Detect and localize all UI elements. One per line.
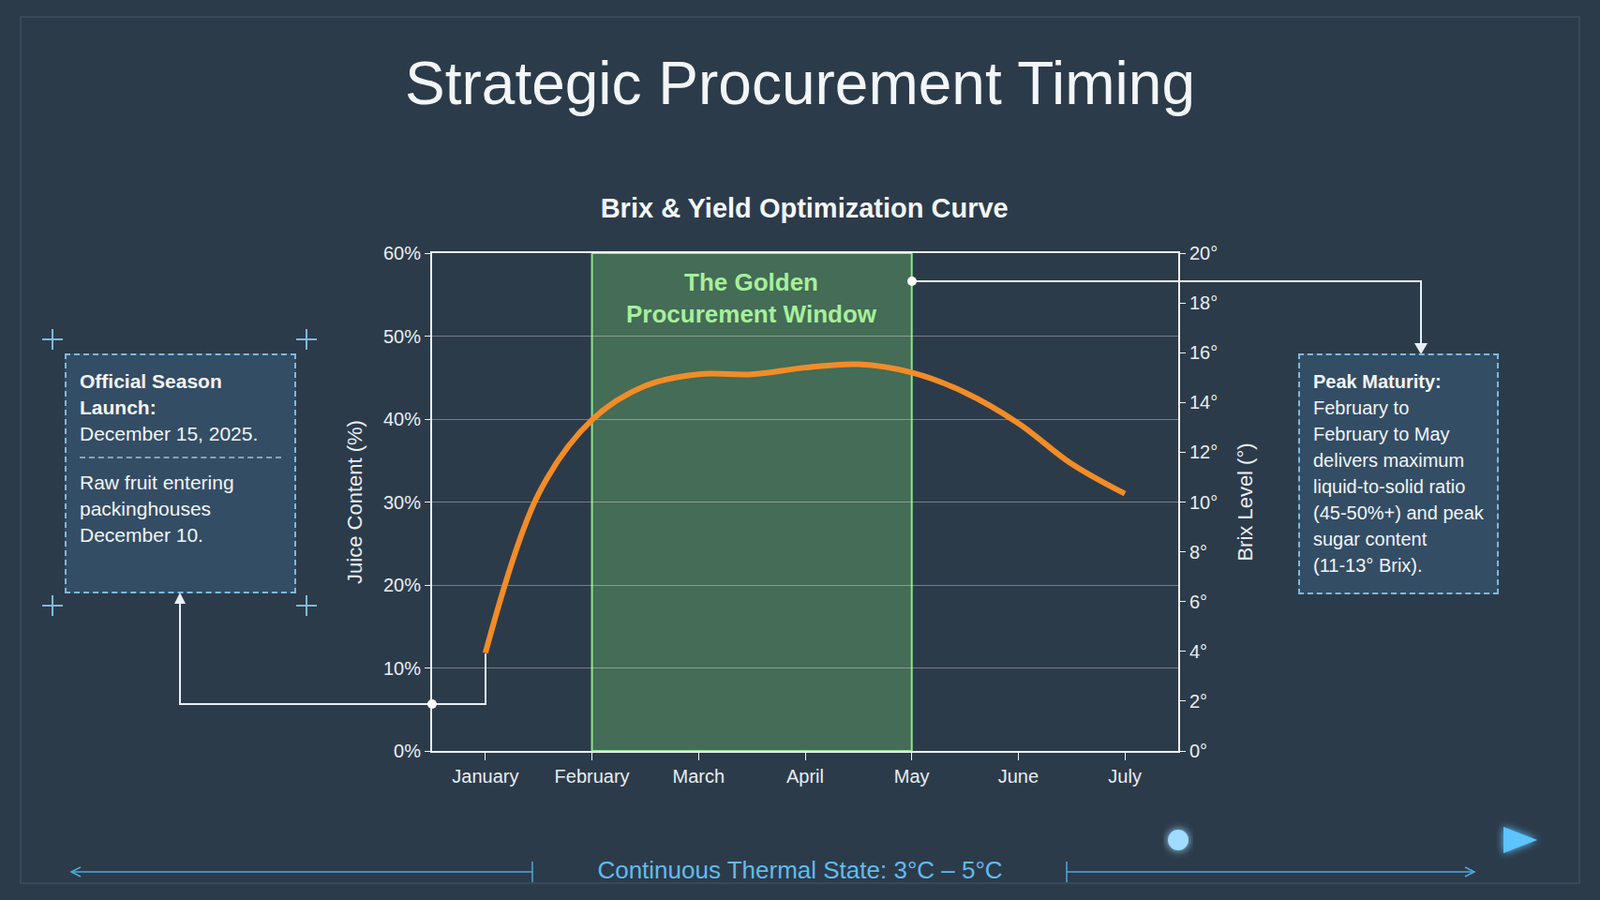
svg-text:20%: 20% xyxy=(383,574,421,596)
svg-text:40%: 40% xyxy=(383,408,421,430)
svg-text:July: July xyxy=(1107,765,1142,787)
svg-text:April: April xyxy=(786,765,824,787)
svg-text:Juice Content (%): Juice Content (%) xyxy=(343,419,367,584)
html-text:delivers maximum: delivers maximum xyxy=(1313,449,1465,471)
html-text:February to May: February to May xyxy=(1313,423,1450,445)
svg-text:60%: 60% xyxy=(383,242,421,264)
svg-text:2°: 2° xyxy=(1189,690,1208,712)
html-text:Official Season Launch:: Official Season Launch: xyxy=(79,370,222,419)
html-text:Continuous Thermal State: 3°C: Continuous Thermal State: 3°C – 5°C xyxy=(597,855,1003,884)
svg-text:20°: 20° xyxy=(1189,242,1218,264)
svg-text:0%: 0% xyxy=(393,740,421,762)
html-text:(45-50%+) and peak: (45-50%+) and peak xyxy=(1313,502,1484,524)
svg-text:12°: 12° xyxy=(1189,441,1218,463)
svg-text:8°: 8° xyxy=(1189,541,1208,563)
html-text:December 10.: December 10. xyxy=(79,523,204,546)
svg-text:January: January xyxy=(451,765,519,787)
svg-text:10%: 10% xyxy=(383,657,421,679)
html-text:Peak Maturity:: Peak Maturity: xyxy=(1313,371,1442,392)
svg-text:0°: 0° xyxy=(1189,740,1208,762)
svg-text:The GoldenProcurement Window: The GoldenProcurement Window xyxy=(626,268,878,329)
svg-text:30%: 30% xyxy=(383,492,421,513)
html-text:liquid-to-solid ratio: liquid-to-solid ratio xyxy=(1313,476,1466,497)
svg-text:June: June xyxy=(998,765,1039,787)
html-text:Strategic Procurement Timing: Strategic Procurement Timing xyxy=(404,49,1196,118)
svg-text:14°: 14° xyxy=(1189,391,1218,413)
svg-text:10°: 10° xyxy=(1189,492,1218,513)
svg-text:50%: 50% xyxy=(383,326,421,347)
svg-text:May: May xyxy=(894,765,930,787)
svg-text:February: February xyxy=(554,765,630,787)
svg-text:Brix Level (°): Brix Level (°) xyxy=(1233,442,1257,561)
svg-text:Brix & Yield Optimization Curv: Brix & Yield Optimization Curve xyxy=(600,193,1009,224)
svg-text:4°: 4° xyxy=(1189,641,1208,662)
html-text:February to: February to xyxy=(1313,397,1410,419)
html-text:December 15, 2025.: December 15, 2025. xyxy=(79,422,259,445)
svg-text:6°: 6° xyxy=(1189,591,1208,613)
svg-text:18°: 18° xyxy=(1189,292,1218,314)
svg-text:March: March xyxy=(672,765,726,787)
html-text:packinghouses: packinghouses xyxy=(79,497,211,520)
svg-text:16°: 16° xyxy=(1189,342,1218,363)
html-text:(11-13° Brix).: (11-13° Brix). xyxy=(1313,554,1423,576)
html-text:Raw fruit entering: Raw fruit entering xyxy=(79,471,234,494)
html-text:sugar content: sugar content xyxy=(1313,528,1427,550)
